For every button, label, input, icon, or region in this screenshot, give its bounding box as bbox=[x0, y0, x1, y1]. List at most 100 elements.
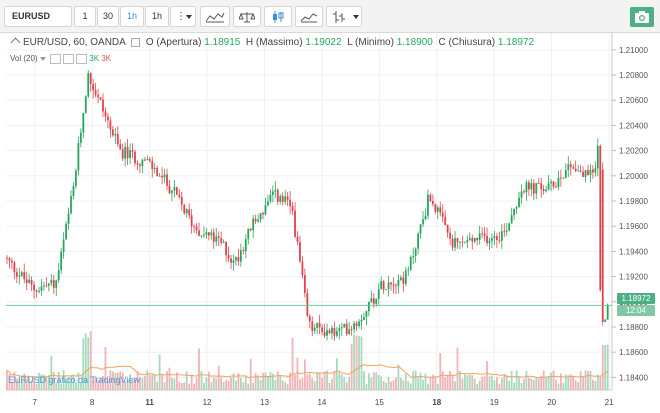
volume-bar bbox=[84, 333, 87, 390]
camera-icon bbox=[635, 11, 649, 23]
candle-body bbox=[606, 304, 609, 320]
volume-bar bbox=[175, 372, 178, 390]
volume-bar bbox=[584, 370, 587, 390]
settings-icon[interactable] bbox=[63, 54, 75, 64]
candle-body bbox=[111, 129, 114, 136]
candle-body bbox=[569, 164, 572, 168]
open-label: O (Apertura) bbox=[145, 37, 202, 48]
visibility-toggle-icon[interactable] bbox=[131, 37, 141, 47]
open-value: 1.18915 bbox=[204, 37, 241, 48]
interval-1-button[interactable]: 1 bbox=[74, 6, 96, 27]
volume-bar bbox=[151, 374, 154, 390]
volume-bar bbox=[87, 337, 90, 390]
volume-bar bbox=[119, 371, 122, 390]
candle-body bbox=[178, 194, 181, 197]
volume-bar bbox=[382, 381, 385, 390]
candle-body bbox=[397, 279, 400, 287]
volume-bar bbox=[109, 370, 112, 390]
time-tick-label: 18 bbox=[432, 398, 441, 407]
volume-bar bbox=[146, 370, 149, 390]
candles-style-button[interactable] bbox=[264, 6, 292, 27]
volume-bar bbox=[8, 374, 11, 390]
volume-bar bbox=[33, 377, 35, 390]
candle-body bbox=[28, 279, 31, 283]
volume-bar bbox=[424, 373, 427, 390]
volume-bar bbox=[550, 372, 552, 390]
candle-body bbox=[99, 97, 102, 100]
volume-bar bbox=[365, 383, 368, 390]
candle-body bbox=[232, 260, 235, 263]
interval-1h-alt-button[interactable]: 1h bbox=[145, 6, 169, 27]
volume-bar bbox=[429, 376, 432, 390]
candle-body bbox=[301, 261, 304, 276]
interval-30-button[interactable]: 30 bbox=[97, 6, 119, 27]
volume-bar bbox=[227, 380, 230, 390]
candle-body bbox=[35, 290, 38, 292]
candle-body bbox=[70, 196, 72, 214]
close-icon[interactable] bbox=[76, 54, 88, 64]
volume-bar bbox=[402, 380, 405, 390]
more-intervals-button[interactable]: ⋮ bbox=[170, 6, 196, 27]
volume-bar bbox=[503, 374, 506, 390]
volume-bar bbox=[57, 371, 60, 390]
volume-bar bbox=[343, 377, 346, 390]
candle-body bbox=[328, 330, 331, 334]
volume-bar bbox=[441, 371, 444, 390]
candle-body bbox=[355, 323, 358, 326]
chart-type-dropdown[interactable] bbox=[326, 6, 362, 27]
candle-body bbox=[284, 196, 287, 202]
candle-body bbox=[296, 236, 299, 242]
candle-body bbox=[363, 317, 365, 320]
volume-bar bbox=[259, 379, 262, 390]
volume-bar bbox=[360, 336, 363, 390]
volume-bar bbox=[596, 374, 599, 390]
chevron-down-icon[interactable] bbox=[39, 57, 46, 61]
volume-bar bbox=[449, 370, 452, 390]
candle-body bbox=[254, 218, 257, 222]
volume-bar bbox=[205, 377, 208, 390]
candle-body bbox=[508, 223, 511, 231]
volume-bar bbox=[168, 367, 171, 390]
snapshot-button[interactable] bbox=[630, 7, 654, 27]
candle-body bbox=[454, 238, 456, 248]
volume-bar bbox=[505, 375, 508, 390]
volume-bar bbox=[326, 370, 328, 390]
volume-bar bbox=[23, 373, 26, 390]
candle-body bbox=[550, 181, 552, 184]
volume-bar bbox=[471, 375, 474, 390]
volume-bar bbox=[75, 382, 77, 390]
candle-body bbox=[215, 236, 218, 242]
candle-body bbox=[299, 241, 301, 262]
chevron-down-icon bbox=[186, 15, 192, 19]
volume-bar bbox=[454, 381, 456, 390]
watermark-link[interactable]: EURUSD grafico da TradingView bbox=[8, 375, 140, 385]
price-tick-label: 1.20600 bbox=[619, 96, 648, 105]
volume-bar bbox=[338, 372, 341, 390]
volume-bar bbox=[399, 377, 402, 390]
volume-bar bbox=[591, 379, 594, 390]
volume-bar bbox=[601, 345, 604, 390]
symbol-search-input[interactable]: EURUSD bbox=[4, 6, 72, 27]
toolbar: EURUSD 1 30 1h 1h ⋮ bbox=[0, 0, 660, 33]
volume-bar bbox=[40, 374, 43, 390]
volume-bar bbox=[523, 378, 525, 390]
volume-bar bbox=[195, 378, 198, 390]
volume-bar bbox=[412, 371, 415, 390]
volume-bar bbox=[207, 371, 210, 390]
chart-pane[interactable]: 1.21000 1.20800 1.20600 1.20400 1.20200 1.200… bbox=[0, 33, 660, 413]
volume-bar bbox=[562, 382, 565, 390]
visibility-toggle-icon[interactable] bbox=[50, 54, 62, 64]
price-tick-label: 1.18400 bbox=[619, 373, 648, 382]
collapse-chevron-icon[interactable] bbox=[10, 37, 21, 48]
price-chart[interactable]: 1.21000 1.20800 1.20600 1.20400 1.20200 1.200… bbox=[0, 33, 660, 413]
compare-button[interactable] bbox=[233, 6, 261, 27]
candle-body bbox=[25, 279, 28, 283]
interval-1h-button[interactable]: 1h bbox=[120, 6, 144, 27]
candle-body bbox=[473, 237, 476, 242]
line-style-button[interactable] bbox=[295, 6, 323, 27]
candle-body bbox=[387, 282, 390, 290]
volume-bar bbox=[284, 382, 287, 390]
indicators-button[interactable] bbox=[200, 6, 230, 27]
volume-bar bbox=[38, 372, 40, 390]
candle-body bbox=[436, 207, 439, 212]
